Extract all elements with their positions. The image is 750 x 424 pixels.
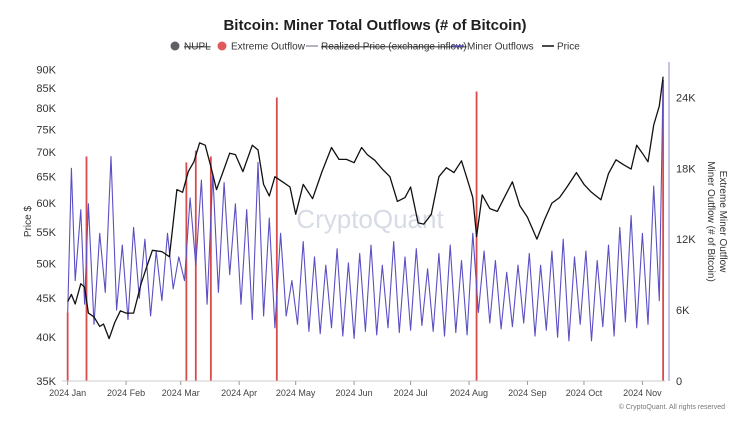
left-tick-label: 80K xyxy=(36,103,56,115)
left-tick-label: 45K xyxy=(36,293,56,305)
right-tick-label: 18K xyxy=(676,163,696,175)
x-tick-label: 2024 Oct xyxy=(566,388,603,398)
right-tick-label: 0 xyxy=(676,376,682,388)
right-tick-label: 24K xyxy=(676,92,696,104)
left-tick-label: 55K xyxy=(36,227,56,239)
legend-label: NUPL xyxy=(184,42,211,53)
x-tick-label: 2024 May xyxy=(276,388,316,398)
legend-item-nupl[interactable]: NUPL xyxy=(170,41,212,53)
legend-label: Price xyxy=(557,42,580,53)
legend-item-realized-price-exchange-inflow-[interactable]: Realized Price (exchange inflow) xyxy=(306,42,467,53)
right-tick-label: 6K xyxy=(676,305,690,317)
left-tick-label: 90K xyxy=(36,64,56,76)
legend-label: Miner Outflows xyxy=(467,42,534,53)
x-axis: 2024 Jan 2024 Feb 2024 Mar 2024 Apr 2024 May… xyxy=(49,380,665,398)
x-tick-label: 2024 Feb xyxy=(107,388,145,398)
right-tick-label: 12K xyxy=(676,234,696,246)
x-tick-label: 2024 Nov xyxy=(623,388,662,398)
left-tick-label: 50K xyxy=(36,258,56,270)
right-axis-label: Extreme Miner Outflow xyxy=(717,171,728,273)
price-line xyxy=(67,76,664,340)
x-tick-label: 2024 Apr xyxy=(221,388,257,398)
x-tick-label: 2024 Jun xyxy=(336,388,373,398)
chart-title: Bitcoin: Miner Total Outflows (# of Bitc… xyxy=(223,17,526,34)
left-tick-label: 85K xyxy=(36,83,56,95)
left-tick-label: 75K xyxy=(36,124,56,136)
x-tick-label: 2024 Jan xyxy=(49,388,86,398)
left-tick-label: 65K xyxy=(36,172,56,184)
legend-marker xyxy=(217,41,227,51)
watermark: CryptoQuant xyxy=(296,204,444,234)
legend-label: Extreme Outflow xyxy=(231,42,306,53)
left-tick-label: 60K xyxy=(36,198,56,210)
legend-marker xyxy=(170,41,180,51)
x-tick-label: 2024 Jul xyxy=(394,388,428,398)
left-tick-label: 70K xyxy=(36,147,56,159)
left-tick-label: 40K xyxy=(36,332,56,344)
left-tick-label: 35K xyxy=(36,376,56,388)
miner-outflows-line xyxy=(67,79,664,342)
right-axis-label-secondary: Miner Outflow (# of Bitcoin) xyxy=(705,161,716,282)
legend-item-miner-outflows[interactable]: Miner Outflows xyxy=(452,42,534,53)
left-axis-label: Price $ xyxy=(23,206,34,238)
left-axis: 35K 40K 45K 50K 55K 60K 65K 70K 75K 80K 85K 90K Pric… xyxy=(23,64,57,388)
legend-label: Realized Price (exchange inflow) xyxy=(321,42,467,53)
x-tick-label: 2024 Aug xyxy=(450,388,488,398)
legend-item-price[interactable]: Price xyxy=(542,42,580,53)
copyright-notice: © CryptoQuant. All rights reserved xyxy=(619,403,725,411)
legend-item-extreme-outflow[interactable]: Extreme Outflow xyxy=(217,41,306,53)
legend[interactable]: NUPL Extreme Outflow Realized Price (excha… xyxy=(170,41,581,53)
x-tick-label: 2024 Sep xyxy=(508,388,547,398)
x-tick-label: 2024 Mar xyxy=(162,388,200,398)
plot-area xyxy=(66,76,665,381)
